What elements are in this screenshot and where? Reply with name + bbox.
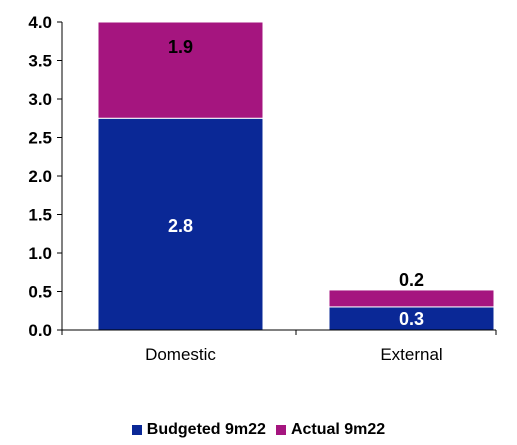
x-category-label: External — [380, 345, 442, 364]
y-tick-label: 0.0 — [28, 321, 52, 340]
legend-label-actual: Actual 9m22 — [290, 421, 386, 438]
legend: Budgeted 9m22 Actual 9m22 — [0, 420, 517, 440]
data-label-actual: 0.2 — [399, 270, 424, 290]
y-tick-label: 0.5 — [28, 283, 52, 302]
data-label-budgeted: 2.8 — [168, 216, 193, 236]
y-tick-label: 3.5 — [28, 52, 52, 71]
bar-actual — [97, 21, 264, 119]
legend-label-budgeted: Budgeted 9m22 — [146, 421, 266, 438]
y-tick-label: 1.0 — [28, 244, 52, 263]
bar-actual — [328, 289, 495, 308]
y-tick-label: 1.5 — [28, 206, 52, 225]
data-label-budgeted: 0.3 — [399, 309, 424, 329]
x-category-label: Domestic — [145, 345, 216, 364]
data-label-actual: 1.9 — [168, 37, 193, 57]
y-tick-label: 4.0 — [28, 13, 52, 32]
y-tick-label: 2.0 — [28, 167, 52, 186]
legend-item-actual: Actual 9m22 — [275, 421, 386, 439]
y-tick-label: 2.5 — [28, 129, 52, 148]
legend-swatch-actual — [275, 425, 286, 435]
legend-item-budgeted: Budgeted 9m22 — [131, 421, 266, 439]
y-tick-label: 3.0 — [28, 90, 52, 109]
legend-swatch-budgeted — [131, 425, 142, 435]
